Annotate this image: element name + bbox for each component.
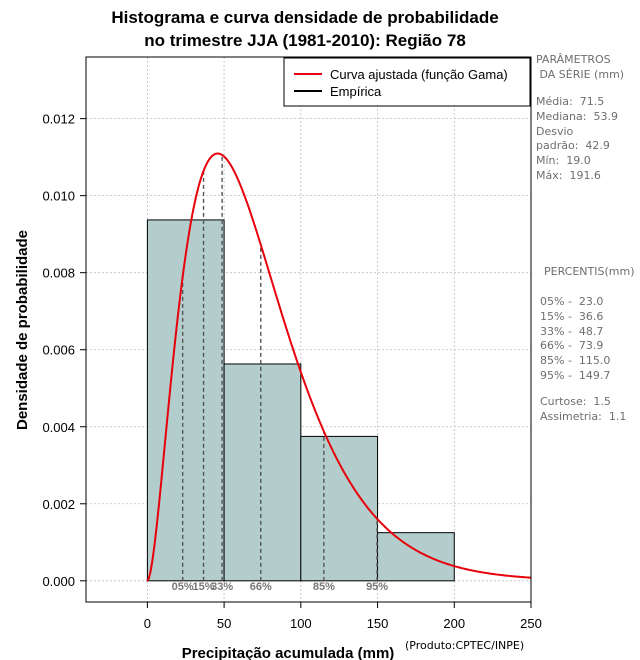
percentile-label-95%: 95% xyxy=(366,581,388,593)
legend-label-0: Curva ajustada (função Gama) xyxy=(330,67,508,82)
histogram-bars xyxy=(146,219,455,582)
x-tick-label-4: 200 xyxy=(443,616,465,631)
x-axis-label: Precipitação acumulada (mm) xyxy=(182,645,395,660)
percentile-label-85%: 85% xyxy=(313,581,335,593)
percentile-label-05%: 05% xyxy=(172,581,194,593)
y-axis-label: Densidade de probabilidade xyxy=(14,230,31,430)
axes: 0 50 100 150 200 250 0.000 0.002 0.004 0.006 0.008… xyxy=(42,56,542,631)
shape-stats: Curtose: 1.5 Assimetria: 1.1 xyxy=(540,395,627,423)
params-header: PARÂMETROS DA SÉRIE (mm) xyxy=(536,53,625,81)
histogram-bar-3 xyxy=(377,532,455,582)
x-tick-label-0: 0 xyxy=(144,616,151,631)
percentile-label-66%: 66% xyxy=(250,581,272,593)
y-tick-label-5: 0.010 xyxy=(42,189,75,204)
x-tick-label-5: 250 xyxy=(520,616,542,631)
y-tick-label-2: 0.004 xyxy=(42,420,75,435)
histogram-bar-1 xyxy=(223,363,302,582)
y-tick-label-4: 0.008 xyxy=(42,266,75,281)
x-tick-label-3: 150 xyxy=(367,616,389,631)
histogram-bar-0 xyxy=(146,219,225,582)
series-stats: Média: 71.5 Mediana: 53.9 Desvio padrão:… xyxy=(536,95,618,182)
y-tick-label-3: 0.006 xyxy=(42,343,75,358)
product-credit: (Produto:CPTEC/INPE) xyxy=(405,639,525,652)
y-tick-label-6: 0.012 xyxy=(42,112,75,127)
gamma-curve xyxy=(146,152,532,582)
plot-frame xyxy=(85,56,532,603)
legend: Curva ajustada (função Gama) Empírica xyxy=(283,57,531,107)
percentis-values: 05% - 23.0 15% - 36.6 33% - 48.7 66% - 7… xyxy=(540,295,611,382)
percentile-label-33%: 33% xyxy=(211,581,233,593)
x-tick-label-2: 100 xyxy=(290,616,312,631)
y-tick-label-0: 0.000 xyxy=(42,574,75,589)
legend-label-1: Empírica xyxy=(330,84,382,99)
percentis-header: PERCENTIS(mm) xyxy=(544,265,635,278)
percentile-label-15%: 15% xyxy=(193,581,215,593)
chart-title-line1: Histograma e curva densidade de probabil… xyxy=(111,8,499,27)
y-tick-label-1: 0.002 xyxy=(42,497,75,512)
percentile-lines: 05%15%33% 66% 85% 95% xyxy=(172,154,388,593)
histogram-bar-2 xyxy=(300,435,379,582)
chart-title-line2: no trimestre JJA (1981-2010): Região 78 xyxy=(144,31,466,50)
x-tick-label-1: 50 xyxy=(217,616,231,631)
legend-box xyxy=(283,57,531,107)
gamma-curve-group xyxy=(146,152,532,582)
